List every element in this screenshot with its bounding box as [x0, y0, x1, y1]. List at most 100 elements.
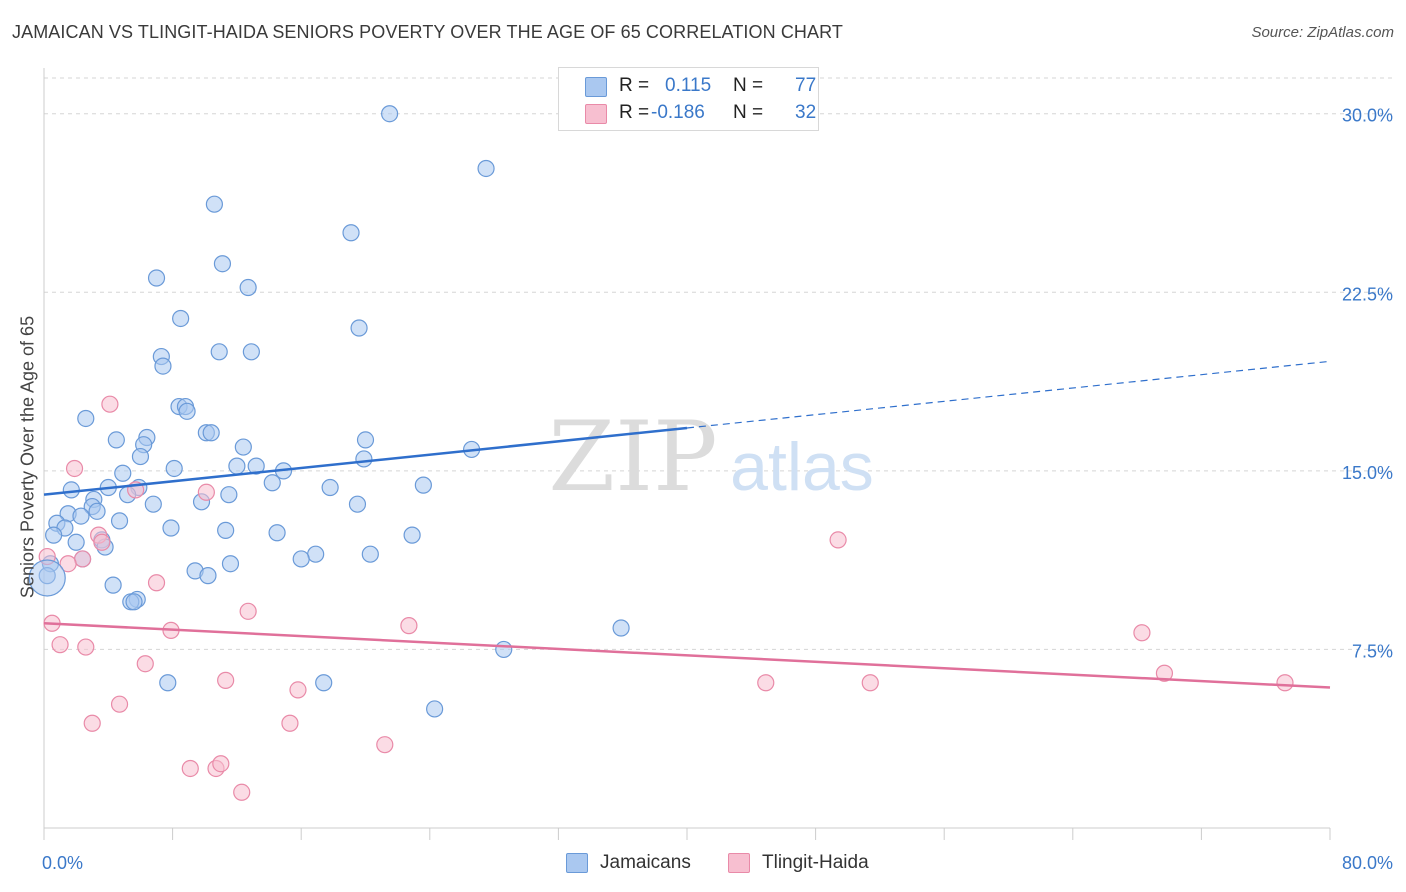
source-label: Source: ZipAtlas.com: [1251, 24, 1394, 41]
jamaican-point: [205, 195, 223, 213]
jamaican-point: [199, 567, 217, 585]
jamaican-point: [348, 495, 367, 513]
jamaican-point: [356, 431, 375, 449]
tlingit-point: [239, 602, 257, 620]
jamaican-trend-line: [43, 426, 688, 496]
jamaican-point: [77, 409, 95, 428]
legend-n-label: N =: [733, 102, 764, 123]
tlingit-trend-line: [43, 621, 1331, 689]
y-tick-label: 15.0%: [1342, 463, 1393, 483]
jamaican-point: [88, 502, 106, 520]
legend-n-label: N =: [733, 75, 764, 96]
trend-lines: [43, 360, 1331, 689]
tlingit-point: [197, 483, 215, 501]
jamaican-point: [217, 521, 235, 539]
y-tick-label: 22.5%: [1342, 284, 1393, 304]
legend-jamaicans-label: Jamaicans: [600, 852, 691, 873]
tlingit-point: [289, 681, 307, 699]
axes: [43, 68, 1331, 840]
watermark: ZIP atlas: [548, 401, 873, 513]
jamaican-point: [172, 309, 190, 328]
jamaican-point: [213, 255, 232, 273]
legend-r-label: R =: [619, 75, 650, 96]
tlingit-point: [400, 617, 418, 635]
tlingit-point: [73, 550, 92, 568]
jamaican-point: [159, 674, 177, 692]
tlingit-point: [233, 783, 251, 801]
jamaican-point: [242, 343, 260, 361]
tlingit-point: [376, 736, 394, 754]
tlingit-point: [1276, 674, 1294, 692]
jamaican-point: [268, 524, 286, 542]
jamaican-point: [104, 576, 122, 594]
legend-r-value: -0.186: [651, 102, 705, 123]
jamaican-point: [292, 550, 310, 568]
jamaican-point: [228, 457, 246, 475]
legend-r-value: 0.115: [665, 75, 712, 96]
watermark-atlas: atlas: [730, 429, 874, 505]
tlingit-point: [1155, 664, 1174, 682]
y-axis-label: Seniors Poverty Over the Age of 65: [17, 315, 38, 599]
legend-tlingit-label: Tlingit-Haida: [762, 852, 869, 873]
jamaican-point: [321, 478, 339, 497]
jamaican-point: [131, 447, 150, 466]
tlingit-point: [281, 714, 299, 732]
tlingit-point: [136, 655, 154, 673]
pink-swatch: [585, 104, 607, 124]
jamaican-point: [114, 464, 132, 482]
tlingit-point: [110, 695, 129, 713]
jamaican-point: [315, 674, 333, 692]
jamaican-point: [72, 507, 90, 525]
tlingit-point: [101, 395, 119, 413]
jamaican-point: [210, 343, 228, 361]
jamaican-point: [220, 486, 238, 504]
tlingit-point: [829, 531, 847, 549]
jamaican-trend-projection: [686, 360, 1331, 429]
jamaican-point: [414, 476, 432, 494]
jamaican-point: [107, 431, 125, 449]
jamaican-point: [381, 105, 399, 123]
tlingit-point: [861, 674, 879, 692]
tlingit-point: [51, 636, 69, 654]
jamaican-point: [239, 278, 257, 297]
jamaican-point: [110, 512, 129, 530]
jamaican-point: [403, 526, 421, 544]
watermark-zip: ZIP: [548, 401, 717, 513]
jamaican-point: [361, 545, 379, 563]
legend-n-value: 32: [795, 102, 817, 123]
x-tick-label: 0.0%: [42, 853, 83, 873]
tlingit-point: [217, 671, 235, 689]
jamaican-point: [307, 545, 325, 563]
tlingit-point: [147, 574, 166, 592]
tlingit-point: [757, 674, 775, 692]
tlingit-point: [1133, 624, 1151, 642]
jamaican-point: [612, 619, 630, 637]
tick-labels: 7.5% 15.0% 22.5% 30.0% 0.0% 80.0%: [42, 106, 1393, 873]
jamaican-point: [162, 519, 180, 537]
jamaican-point: [67, 533, 85, 551]
legend-n-value: 77: [795, 75, 817, 96]
correlation-legend: R = 0.115 N = 77 R = -0.186 N = 32: [558, 67, 819, 131]
jamaican-point: [154, 357, 172, 375]
jamaican-point: [62, 481, 80, 499]
jamaican-point: [350, 319, 368, 337]
blue-swatch: [566, 853, 588, 873]
jamaican-point: [144, 495, 162, 513]
tlingit-point: [212, 755, 230, 773]
jamaican-point: [202, 424, 220, 442]
grid-lines: [44, 77, 1392, 650]
y-tick-label: 30.0%: [1342, 106, 1393, 126]
tlingit-point: [83, 714, 101, 732]
jamaican-point: [221, 555, 240, 573]
jamaican-point: [165, 459, 183, 478]
jamaican-point: [495, 640, 513, 659]
chart-title: JAMAICAN VS TLINGIT-HAIDA SENIORS POVERT…: [12, 22, 843, 42]
jamaican-point: [178, 402, 196, 420]
tlingit-point: [59, 555, 77, 573]
jamaican-cluster-point: [28, 559, 66, 597]
jamaican-point: [147, 269, 166, 287]
jamaican-point: [247, 457, 265, 475]
jamaican-point: [45, 526, 63, 544]
jamaican-point: [342, 224, 360, 242]
